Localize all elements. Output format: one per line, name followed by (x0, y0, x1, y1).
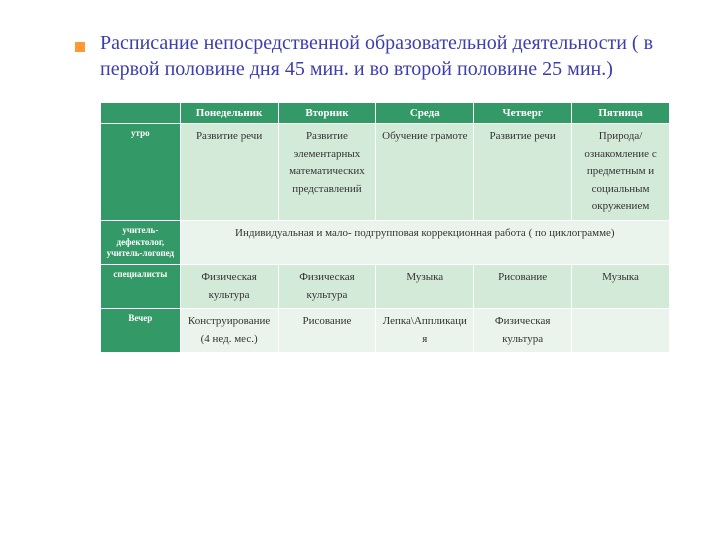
cell: Конструирование (4 нед. мес.) (180, 309, 278, 353)
header-corner (101, 103, 181, 124)
cell: Рисование (474, 265, 572, 309)
title-bullet (75, 42, 85, 52)
cell: Рисование (278, 309, 376, 353)
cell: Обучение грамоте (376, 124, 474, 221)
table-row: утро Развитие речи Развитие элементарных… (101, 124, 670, 221)
cell (572, 309, 670, 353)
cell: Природа/ ознакомление с предметным и соц… (572, 124, 670, 221)
cell: Лепка\Аппликация (376, 309, 474, 353)
row-label-morning: утро (101, 124, 181, 221)
header-tue: Вторник (278, 103, 376, 124)
header-mon: Понедельник (180, 103, 278, 124)
cell: Развитие элементарных математических пре… (278, 124, 376, 221)
cell: Физическая культура (278, 265, 376, 309)
cell-merged: Индивидуальная и мало- подгрупповая корр… (180, 220, 669, 264)
cell: Развитие речи (180, 124, 278, 221)
header-thu: Четверг (474, 103, 572, 124)
page-title: Расписание непосредственной образователь… (100, 30, 670, 82)
table-header-row: Понедельник Вторник Среда Четверг Пятниц… (101, 103, 670, 124)
cell: Музыка (376, 265, 474, 309)
schedule-table: Понедельник Вторник Среда Четверг Пятниц… (100, 102, 670, 353)
cell: Физическая культура (180, 265, 278, 309)
header-wed: Среда (376, 103, 474, 124)
header-fri: Пятница (572, 103, 670, 124)
cell: Развитие речи (474, 124, 572, 221)
row-label-specialist1: учитель-дефектолог, учитель-логопед (101, 220, 181, 264)
table-row: учитель-дефектолог, учитель-логопед Инди… (101, 220, 670, 264)
row-label-specialists: специалисты (101, 265, 181, 309)
row-label-evening: Вечер (101, 309, 181, 353)
cell: Музыка (572, 265, 670, 309)
table-row: специалисты Физическая культура Физическ… (101, 265, 670, 309)
table-row: Вечер Конструирование (4 нед. мес.) Рисо… (101, 309, 670, 353)
cell: Физическая культура (474, 309, 572, 353)
